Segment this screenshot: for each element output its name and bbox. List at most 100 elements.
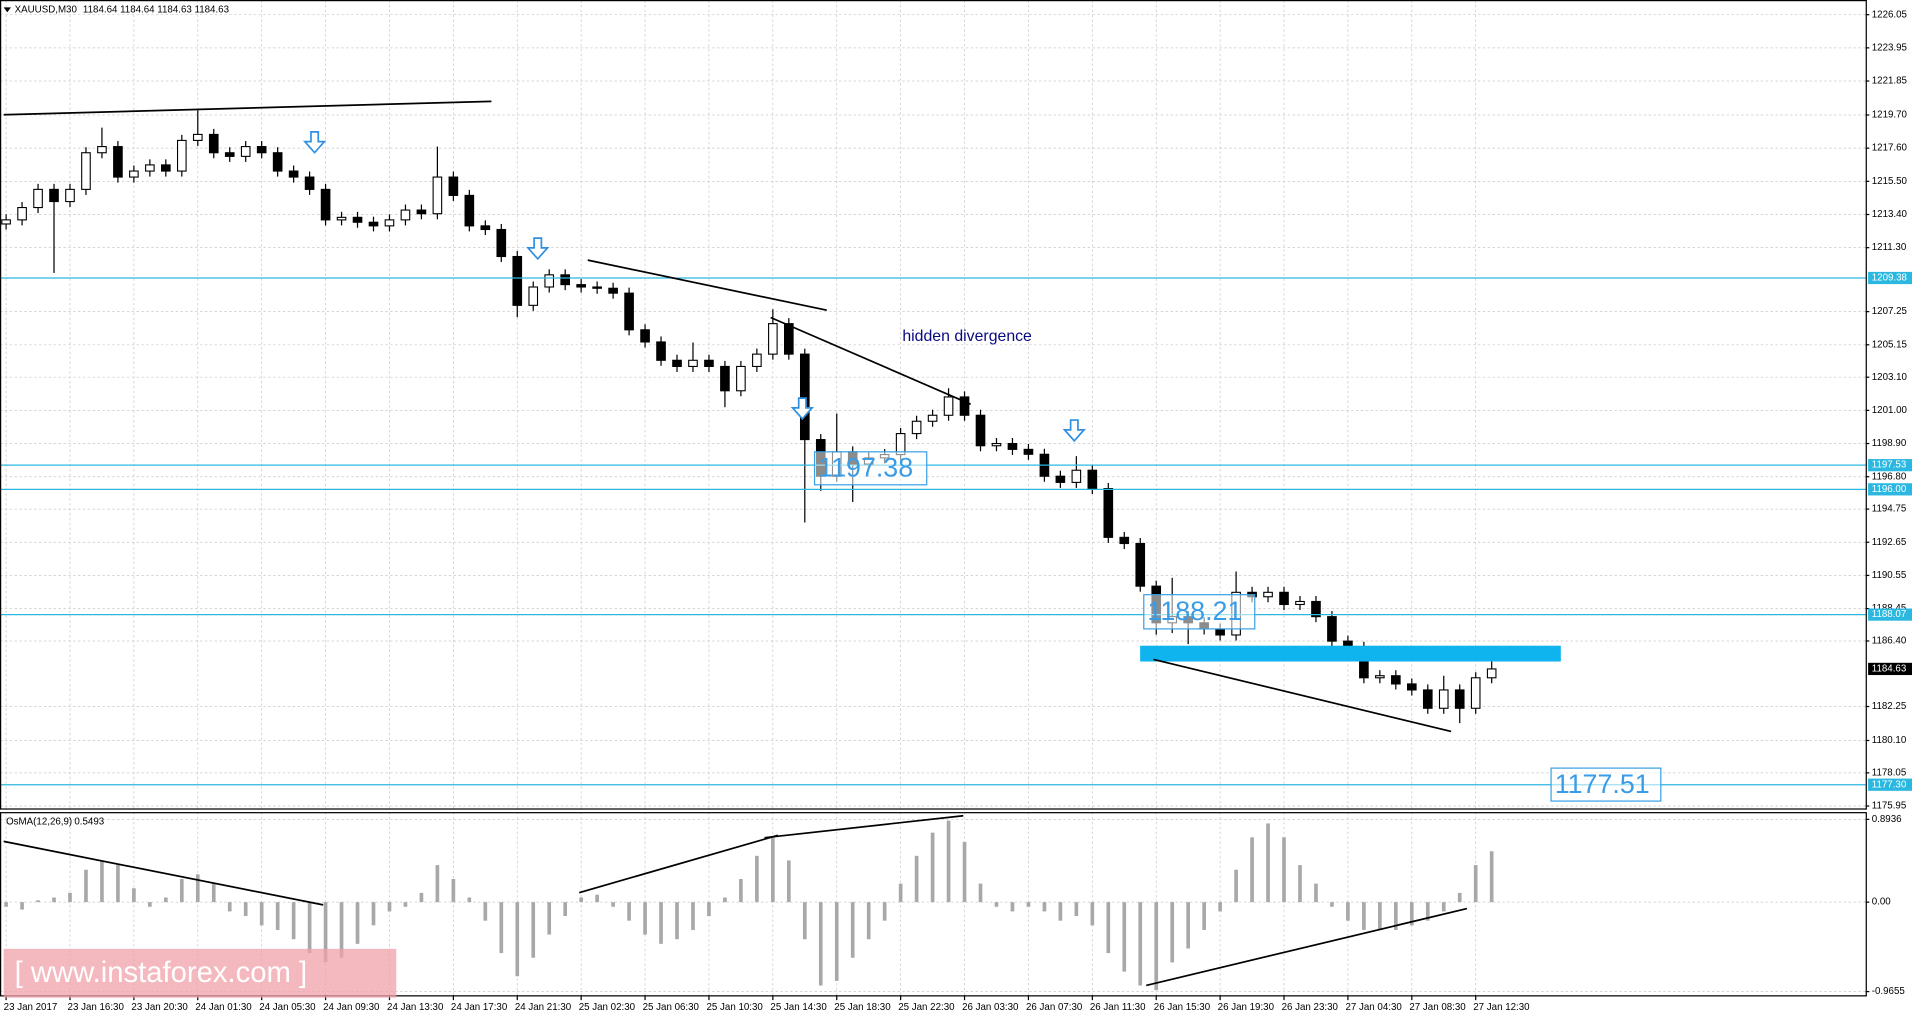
osma-bar [116,865,120,903]
candle-body [736,365,746,392]
osma-bar [435,865,440,903]
candle-body [81,152,91,190]
candle-body [416,209,427,215]
osma-bar [547,902,552,935]
menu-triangle[interactable] [3,7,11,13]
price-zone [1140,645,1561,662]
osma-bar [1138,902,1143,986]
candle-body [400,209,411,221]
osma-bar [1266,823,1270,903]
x-tick-label: 23 Jan 16:30 [68,1002,125,1013]
osma-bar [1441,902,1446,912]
candle-body [1422,689,1433,709]
osma-bar [1378,902,1382,930]
candle-body [208,133,219,154]
candle-body [1103,487,1114,538]
osma-bar [148,902,152,907]
candle-body [911,420,922,435]
y-tick-label: 1207.25 [1872,306,1908,317]
y-tick-label: 1215.50 [1872,176,1908,187]
osma-bar [1218,902,1222,912]
candle-body [1135,542,1146,587]
osma-bar [68,892,72,903]
candle-body [464,194,475,227]
candle-body [17,207,27,221]
candle-body [1311,600,1321,618]
candle-body [1470,677,1481,709]
price-label: 1197.38 [818,453,913,483]
osma-bar [850,902,855,958]
candle-body [688,359,698,368]
osma-bar [707,902,711,917]
osma-bar [1457,892,1462,903]
candle-body [1454,689,1465,709]
osma-bar [962,841,967,903]
price-label-box [813,451,928,486]
osma-bar [179,878,184,903]
y-tick-label: 1182.25 [1872,701,1907,712]
x-tick-label: 27 Jan 08:30 [1409,1002,1466,1013]
osma-bar [739,878,743,903]
level-tag-label: 1209.38 [1872,273,1907,284]
candle-body [959,396,970,416]
candle-body [1,219,11,225]
osma-bar [1202,902,1206,930]
osma-bar [978,883,983,903]
candle-body [256,146,267,154]
candle-body [288,170,299,178]
osma-bar [84,869,88,903]
osma-bar [100,860,104,903]
indicator-panel-border [0,812,1867,997]
y-tick-label: 0.00 [1872,897,1892,908]
candle-body [1023,448,1034,455]
candle-body [1406,683,1417,691]
x-tick-label: 27 Jan 04:30 [1345,1002,1402,1013]
symbol-title: XAUUSD,M30 [15,4,78,15]
osma-bar [611,902,615,907]
osma-bar [1154,902,1159,991]
osma-bar [882,902,887,921]
trend-line [764,814,964,839]
candle-body [1119,536,1130,545]
price-label: 1188.21 [1147,596,1242,626]
osma-bar [771,837,775,903]
osma-bar [691,902,695,930]
osma-bar [1330,902,1334,907]
x-tick-label: 24 Jan 21:30 [515,1002,572,1013]
candle-body [304,176,315,190]
candle-body [113,146,123,178]
osma-bar [4,902,8,907]
x-tick-label: 24 Jan 17:30 [451,1002,508,1013]
trend-line [587,259,827,312]
osma-bar [946,820,951,903]
candle-body [1375,675,1385,679]
candle-body [1071,469,1082,483]
x-tick-label: 26 Jan 03:30 [962,1002,1019,1013]
osma-bar [483,902,488,921]
osma-bar [1346,902,1350,921]
y-tick-label: 1223.95 [1872,42,1908,53]
y-tick-label: 1219.70 [1872,110,1908,121]
osma-bar [132,888,136,903]
candle-body [943,396,954,416]
candle-body [336,216,347,221]
arrow [1062,419,1086,443]
osma-bar [579,897,583,903]
candle-body [656,341,666,361]
y-tick-label: 1186.40 [1872,636,1907,647]
price-tag-label: 1184.63 [1872,664,1907,675]
candle-body [49,188,59,203]
x-tick-label: 25 Jan 06:30 [643,1002,700,1013]
osma-bar [307,902,312,954]
candle-body [320,188,331,221]
osma-bar [1234,869,1238,903]
osma-bar [243,902,248,917]
osma-bar [1026,902,1031,907]
osma-bar [1394,902,1398,930]
header-prices: 1184.64 1184.64 1184.63 1184.63 [83,4,229,15]
candle-body [704,359,714,368]
candle-body [97,146,107,154]
trend-line [1153,658,1452,733]
candle-body [1438,689,1449,709]
